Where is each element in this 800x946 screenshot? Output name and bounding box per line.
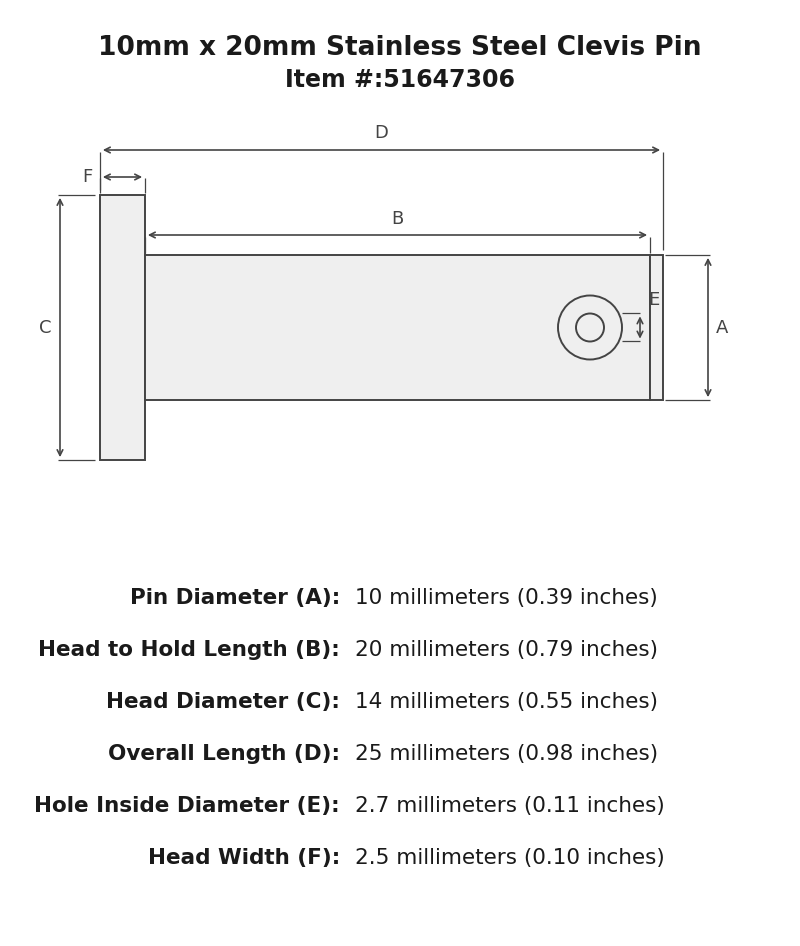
Text: Head to Hold Length (B):: Head to Hold Length (B): — [38, 640, 340, 660]
Text: 10mm x 20mm Stainless Steel Clevis Pin: 10mm x 20mm Stainless Steel Clevis Pin — [98, 35, 702, 61]
Text: B: B — [391, 210, 404, 228]
Text: Overall Length (D):: Overall Length (D): — [108, 744, 340, 764]
Bar — [650, 255, 663, 400]
Text: A: A — [716, 319, 728, 337]
Text: 10 millimeters (0.39 inches): 10 millimeters (0.39 inches) — [355, 588, 658, 608]
Text: Hole Inside Diameter (E):: Hole Inside Diameter (E): — [34, 796, 340, 816]
Bar — [145, 255, 650, 400]
Text: Pin Diameter (A):: Pin Diameter (A): — [130, 588, 340, 608]
Text: 14 millimeters (0.55 inches): 14 millimeters (0.55 inches) — [355, 692, 658, 712]
Text: 20 millimeters (0.79 inches): 20 millimeters (0.79 inches) — [355, 640, 658, 660]
Bar — [100, 195, 145, 460]
Text: 25 millimeters (0.98 inches): 25 millimeters (0.98 inches) — [355, 744, 658, 764]
Text: Item #:51647306: Item #:51647306 — [285, 68, 515, 92]
Text: 2.5 millimeters (0.10 inches): 2.5 millimeters (0.10 inches) — [355, 848, 665, 868]
Text: Head Width (F):: Head Width (F): — [148, 848, 340, 868]
Text: C: C — [39, 319, 52, 337]
Text: F: F — [82, 168, 92, 186]
Text: D: D — [374, 124, 389, 142]
Text: Head Diameter (C):: Head Diameter (C): — [106, 692, 340, 712]
Text: E: E — [648, 290, 659, 308]
Text: 2.7 millimeters (0.11 inches): 2.7 millimeters (0.11 inches) — [355, 796, 665, 816]
